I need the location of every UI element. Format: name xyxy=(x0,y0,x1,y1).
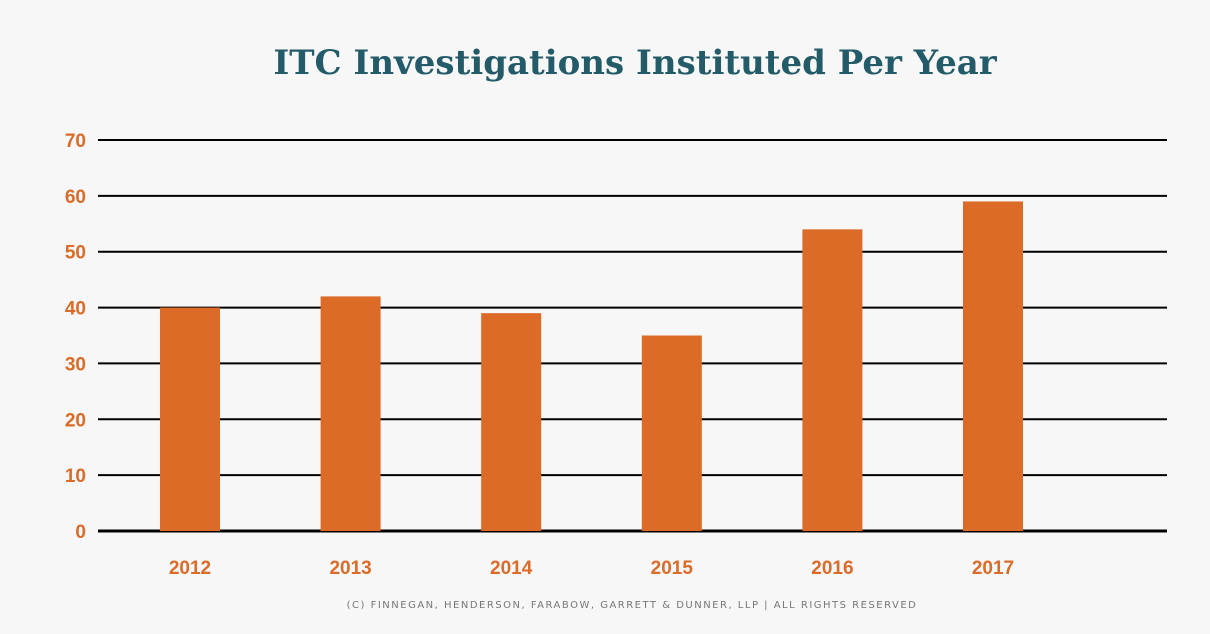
bar-2017 xyxy=(963,201,1023,531)
x-tick-label: 2012 xyxy=(169,558,211,579)
bar-2013 xyxy=(320,296,381,531)
y-tick-label: 0 xyxy=(75,522,86,543)
x-tick-label: 2015 xyxy=(651,558,694,579)
y-tick-label: 70 xyxy=(65,131,86,152)
bar-2014 xyxy=(481,313,542,531)
x-tick-label: 2013 xyxy=(329,558,371,579)
bar-2012 xyxy=(160,307,220,531)
y-tick-label: 50 xyxy=(65,243,86,264)
x-tick-label: 2014 xyxy=(490,558,533,579)
bar-2015 xyxy=(641,335,702,531)
y-tick-label: 30 xyxy=(65,354,86,375)
copyright-footer: (C) FINNEGAN, HENDERSON, FARABOW, GARRET… xyxy=(347,600,918,611)
x-tick-label: 2017 xyxy=(972,558,1014,579)
y-tick-label: 60 xyxy=(65,187,86,208)
chart-title: ITC Investigations Instituted Per Year xyxy=(273,43,997,83)
y-tick-label: 10 xyxy=(65,466,86,487)
y-tick-label: 40 xyxy=(65,299,86,320)
x-tick-label: 2016 xyxy=(811,558,853,579)
y-tick-label: 20 xyxy=(65,410,86,431)
bar-2016 xyxy=(802,229,863,531)
